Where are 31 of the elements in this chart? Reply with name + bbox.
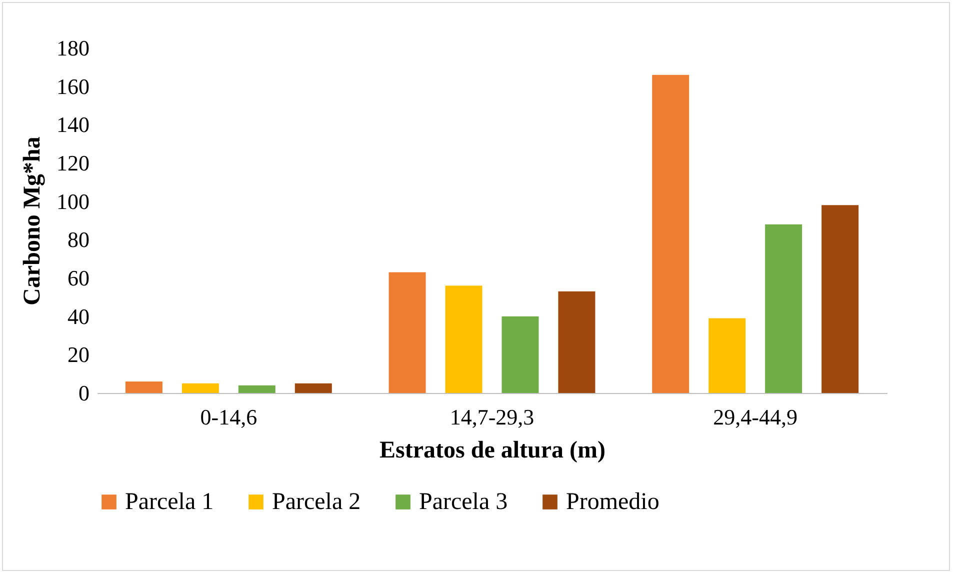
bar — [388, 272, 426, 393]
bar — [294, 383, 332, 393]
y-axis-title: Carbono Mg*ha — [20, 136, 46, 306]
x-tick-label: 0-14,6 — [200, 404, 258, 430]
bar — [652, 74, 690, 393]
bar — [238, 385, 276, 393]
y-tick-label: 100 — [56, 188, 90, 214]
bar — [502, 316, 539, 393]
legend-label: Parcela 1 — [125, 489, 214, 515]
x-tick-label: 29,4-44,9 — [713, 404, 798, 430]
legend-label: Parcela 3 — [419, 489, 508, 515]
y-tick-label: 160 — [56, 74, 90, 99]
y-tick-label: 80 — [68, 227, 90, 252]
bar — [445, 286, 482, 393]
y-tick-label: 60 — [68, 266, 90, 290]
y-tick-label: 40 — [68, 304, 90, 329]
bar — [125, 382, 162, 393]
legend-label: Parcela 2 — [272, 489, 361, 515]
y-tick-label: 140 — [56, 112, 90, 138]
y-tick-label: 20 — [68, 342, 90, 368]
bar — [822, 205, 859, 393]
y-tick-label: 180 — [56, 36, 90, 60]
x-tick-label: 14,7-29,3 — [450, 404, 534, 430]
legend-label: Promedio — [566, 489, 660, 515]
bar — [182, 383, 219, 393]
x-axis-title: Estratos de altura (m) — [380, 438, 606, 464]
bar — [765, 224, 802, 393]
y-tick-label: 0 — [78, 380, 90, 406]
bar — [558, 291, 596, 393]
y-tick-label: 120 — [56, 150, 90, 176]
bar — [708, 318, 746, 393]
